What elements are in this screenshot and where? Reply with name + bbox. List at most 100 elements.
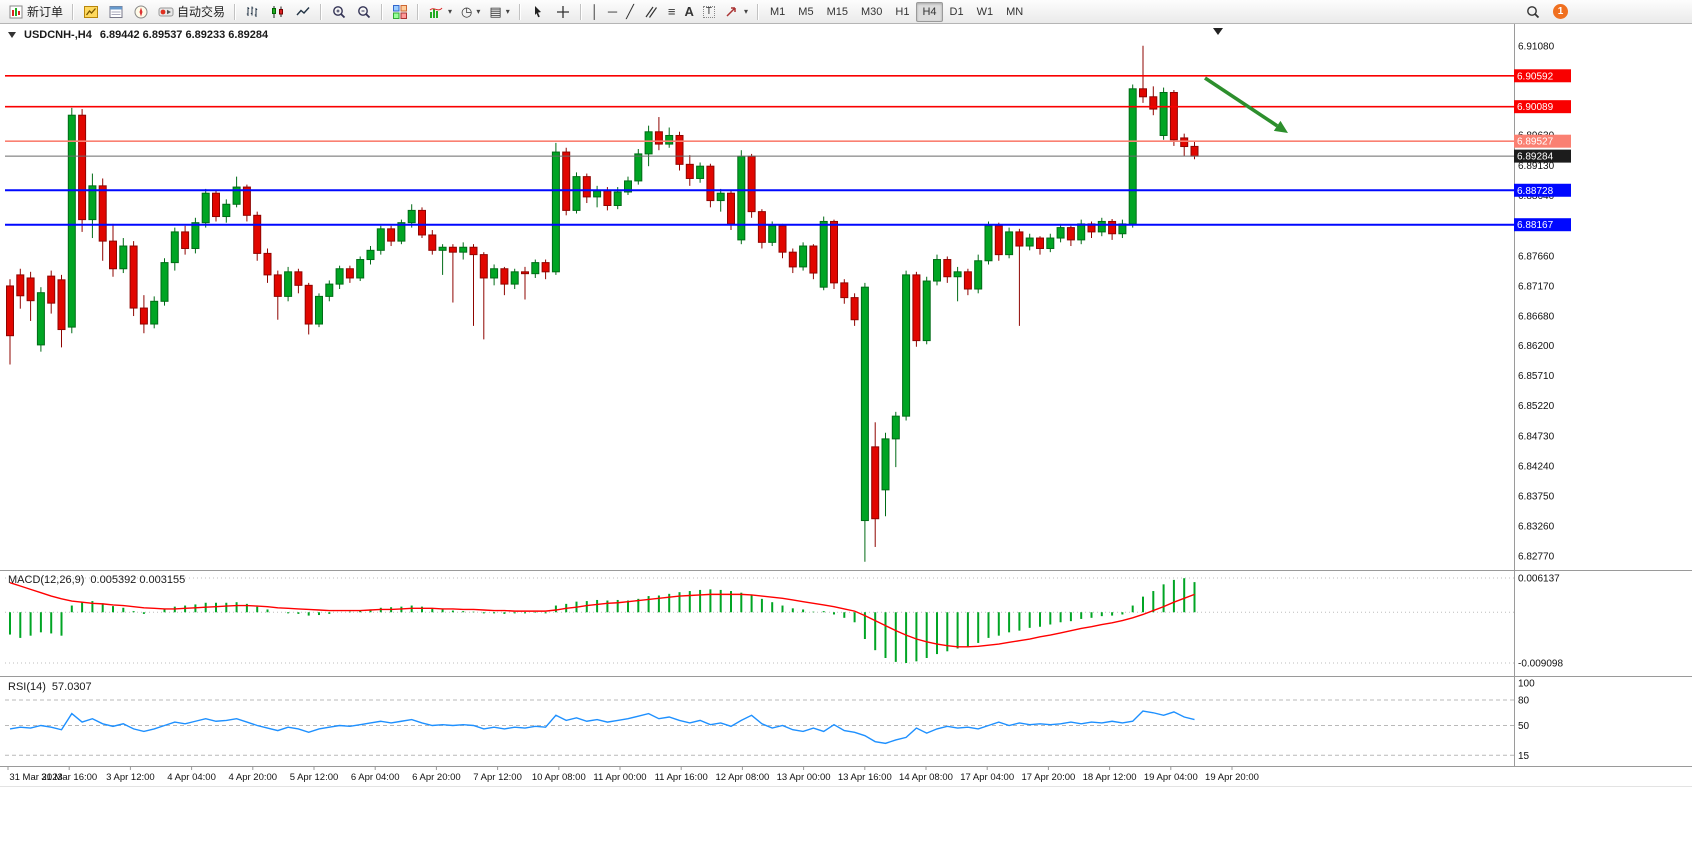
autotrade-icon [158, 4, 174, 20]
svg-text:18 Apr 12:00: 18 Apr 12:00 [1083, 772, 1137, 783]
text-label-button[interactable]: T [699, 2, 719, 22]
chart-line-button[interactable] [291, 2, 315, 22]
arrow-tool-icon [724, 4, 740, 20]
chevron-down-icon: ▾ [743, 7, 748, 16]
fibonacci-button[interactable]: ≡ [664, 2, 680, 22]
svg-text:100: 100 [1518, 679, 1535, 690]
new-order-icon [8, 4, 24, 20]
svg-text:10 Apr 08:00: 10 Apr 08:00 [532, 772, 586, 783]
timeframe-m1-button[interactable]: M1 [764, 2, 791, 22]
line-chart-icon [295, 4, 311, 20]
trendline-button[interactable]: ╱ [622, 2, 638, 22]
vertical-line-icon: │ [590, 4, 599, 19]
toolbar-separator [757, 3, 759, 20]
indicators-button[interactable]: ▾ [424, 2, 456, 22]
timeframe-h4-button[interactable]: H4 [916, 1, 943, 22]
arrows-button[interactable]: ▾ [720, 2, 752, 22]
crosshair-button[interactable] [551, 2, 575, 22]
search-button[interactable] [1521, 2, 1545, 22]
tile-windows-icon [392, 4, 408, 20]
ohlc-values: 6.89442 6.89537 6.89233 6.89284 [99, 29, 269, 41]
toolbar: 新订单 自动交易 [0, 0, 1692, 24]
svg-text:0.006137: 0.006137 [1518, 574, 1560, 585]
toolbar-separator [381, 3, 384, 20]
templates-button[interactable]: ▤ ▾ [485, 2, 513, 22]
crosshair-icon [555, 4, 571, 20]
macd-panel: 0.006137 -0.009098 [5, 574, 1563, 670]
vertical-line-button[interactable]: │ [587, 2, 603, 22]
zoom-out-icon [356, 4, 372, 20]
templates-icon: ▤ [489, 4, 502, 19]
candles-layer [6, 45, 1199, 562]
svg-text:6.91080: 6.91080 [1518, 41, 1555, 52]
autotrade-label: 自动交易 [177, 5, 226, 19]
zoom-out-button[interactable] [352, 2, 376, 22]
svg-text:-0.009098: -0.009098 [1518, 659, 1563, 670]
chevron-down-icon: ▾ [505, 7, 510, 16]
data-window-button[interactable] [104, 2, 128, 22]
new-order-button[interactable]: 新订单 [4, 2, 67, 22]
svg-text:4 Apr 20:00: 4 Apr 20:00 [228, 772, 277, 783]
rsi-value: 57.0307 [51, 681, 92, 693]
bar-chart-icon [245, 4, 261, 20]
text-label-icon: T [702, 5, 715, 18]
chart-bars-button[interactable] [241, 2, 265, 22]
cursor-button[interactable] [526, 2, 550, 22]
svg-text:19 Apr 04:00: 19 Apr 04:00 [1144, 772, 1198, 783]
svg-text:6.85220: 6.85220 [1518, 401, 1555, 412]
svg-text:6.90592: 6.90592 [1517, 71, 1554, 82]
timeframe-d1-button[interactable]: D1 [944, 2, 970, 22]
svg-text:15: 15 [1518, 751, 1530, 762]
navigator-button[interactable] [129, 2, 153, 22]
chevron-down-icon: ▾ [448, 7, 453, 16]
tile-windows-button[interactable] [388, 2, 412, 22]
chart-candles-button[interactable] [266, 2, 290, 22]
notification-badge[interactable]: 1 [1553, 4, 1568, 19]
zoom-in-button[interactable] [327, 2, 351, 22]
svg-text:19 Apr 20:00: 19 Apr 20:00 [1205, 772, 1259, 783]
svg-text:17 Apr 20:00: 17 Apr 20:00 [1021, 772, 1075, 783]
svg-text:6.89527: 6.89527 [1517, 137, 1554, 148]
timeframe-m5-button[interactable]: M5 [792, 2, 819, 22]
timeframe-h1-button[interactable]: H1 [889, 2, 915, 22]
channel-button[interactable] [639, 2, 663, 22]
autotrade-button[interactable]: 自动交易 [154, 2, 229, 22]
toolbar-separator [417, 3, 420, 20]
text-button[interactable]: A [680, 2, 697, 22]
chevron-down-icon: ▾ [476, 7, 481, 16]
toolbar-separator [518, 3, 521, 20]
macd-label: MACD(12,26,9) 0.005392 0.003155 [8, 574, 191, 586]
panel-borders [0, 24, 1692, 787]
horizontal-lines-layer [5, 74, 1514, 226]
trendline-icon: ╱ [626, 4, 634, 19]
chart-shift-icon[interactable] [1213, 28, 1223, 35]
horizontal-line-button[interactable]: ─ [604, 2, 621, 22]
price-axis: 6.910806.896306.891306.886406.876606.871… [1514, 41, 1571, 563]
svg-text:6.85710: 6.85710 [1518, 371, 1555, 382]
chart-header: USDCNH-,H4 6.89442 6.89537 6.89233 6.892… [8, 29, 268, 41]
symbol-period-label: USDCNH-,H4 [24, 29, 92, 41]
svg-text:80: 80 [1518, 696, 1530, 707]
svg-text:7 Apr 12:00: 7 Apr 12:00 [473, 772, 522, 783]
rsi-panel: 100 80 50 15 [5, 679, 1535, 762]
timeframe-m30-button[interactable]: M30 [855, 2, 888, 22]
market-watch-icon [83, 4, 99, 20]
market-watch-button[interactable] [79, 2, 103, 22]
search-icon [1525, 4, 1541, 20]
cursor-icon [530, 4, 546, 20]
svg-text:11 Apr 16:00: 11 Apr 16:00 [655, 772, 708, 783]
svg-text:6.84730: 6.84730 [1518, 431, 1555, 442]
svg-text:6.87660: 6.87660 [1518, 251, 1555, 262]
timeframe-m15-button[interactable]: M15 [821, 2, 854, 22]
svg-text:6.88167: 6.88167 [1517, 220, 1554, 231]
timeframe-mn-button[interactable]: MN [1000, 2, 1029, 22]
quick-trade-arrow-icon[interactable] [8, 32, 16, 38]
data-window-icon [108, 4, 124, 20]
svg-text:6.89130: 6.89130 [1518, 161, 1555, 172]
svg-text:6.84240: 6.84240 [1518, 461, 1555, 472]
timeframe-w1-button[interactable]: W1 [971, 2, 1000, 22]
periods-button[interactable]: ◷ ▾ [457, 2, 484, 22]
navigator-icon [133, 4, 149, 20]
